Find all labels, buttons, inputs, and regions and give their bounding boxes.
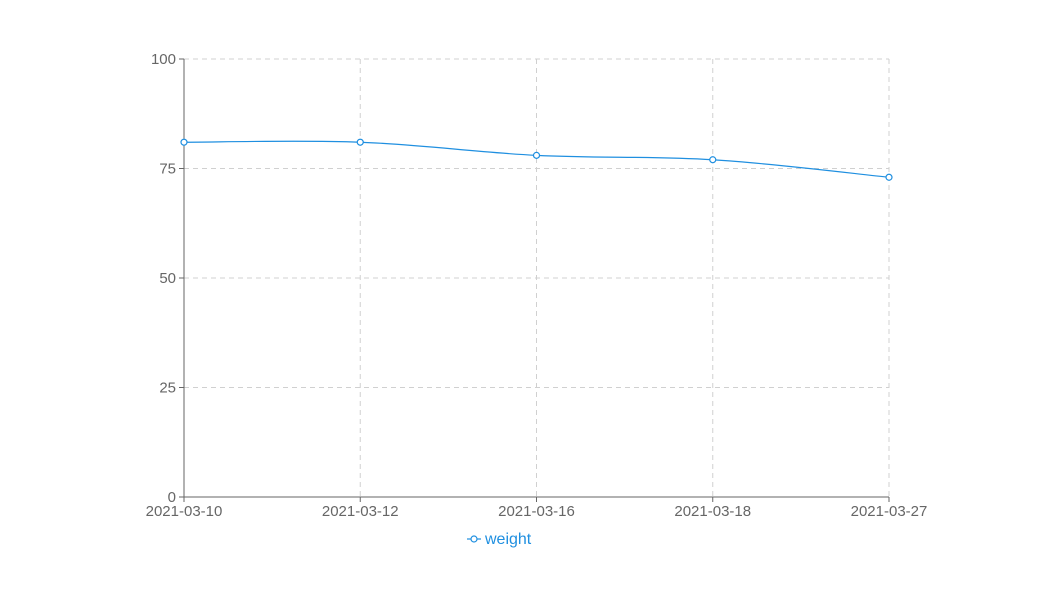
- y-tick-label: 75: [159, 161, 176, 178]
- x-tick-label: 2021-03-10: [146, 503, 223, 520]
- legend-item-weight[interactable]: weight: [467, 531, 532, 548]
- x-tick-label: 2021-03-18: [674, 503, 751, 520]
- legend[interactable]: weight: [467, 531, 532, 548]
- y-tick-label: 100: [151, 51, 176, 68]
- y-tick-label: 50: [159, 270, 176, 287]
- data-point[interactable]: [532, 151, 541, 159]
- series-layer: [180, 138, 893, 181]
- y-tick-label: 25: [159, 380, 176, 397]
- y-tick-label: 0: [168, 489, 176, 506]
- x-tick-label: 2021-03-12: [322, 503, 399, 520]
- legend-marker-icon: [470, 535, 478, 543]
- grid-layer: [184, 58, 890, 497]
- tick-label-layer: 0 25 50 75 100 2021-03-10 2021-03-12 2021-03-16…: [146, 51, 928, 520]
- legend-label: weight: [484, 531, 532, 548]
- data-point[interactable]: [885, 173, 893, 181]
- x-tick-label: 2021-03-27: [851, 503, 928, 520]
- data-point[interactable]: [180, 138, 188, 146]
- data-point[interactable]: [356, 138, 364, 146]
- data-point[interactable]: [709, 156, 717, 164]
- x-tick-label: 2021-03-16: [498, 503, 575, 520]
- axis-layer: [179, 58, 890, 502]
